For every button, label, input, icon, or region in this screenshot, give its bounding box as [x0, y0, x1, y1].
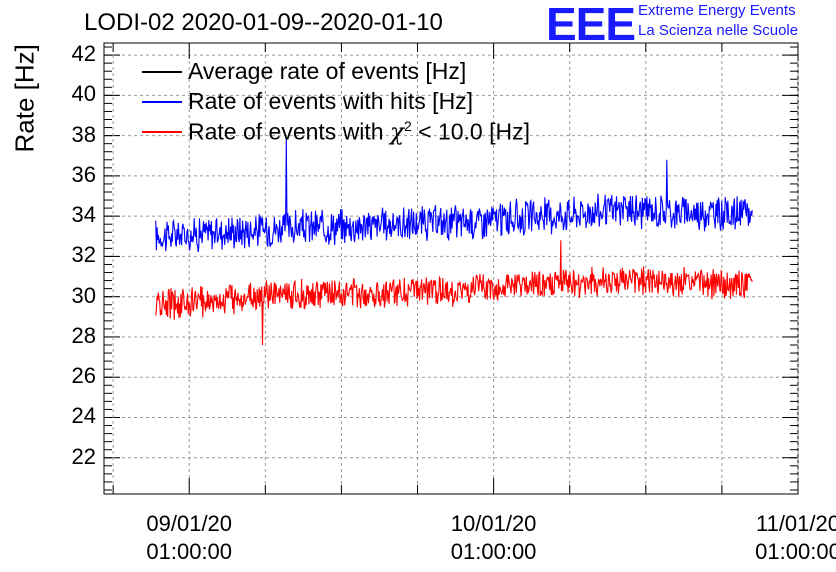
- chart-title: LODI-02 2020-01-09--2020-01-10: [84, 9, 443, 36]
- y-tick-label: 36: [71, 161, 96, 187]
- plot-frame: [103, 42, 799, 495]
- legend-entry: Rate of events with χ2 < 10.0 [Hz]: [188, 118, 530, 146]
- logo-line-1: Extreme Energy Events: [638, 2, 796, 19]
- legend-entry: Average rate of events [Hz]: [188, 58, 467, 84]
- y-tick-label: 30: [71, 282, 96, 308]
- y-tick-label: 24: [71, 403, 96, 429]
- series-line: [155, 240, 753, 346]
- logo-line-2: La Scienza nelle Scuole: [638, 22, 799, 39]
- y-axis-label: Rate [Hz]: [9, 44, 40, 153]
- legend-entry: Rate of events with hits [Hz]: [188, 88, 474, 114]
- y-tick-label: 38: [71, 121, 96, 147]
- x-tick-label: 11/01/20 01:00:00: [755, 511, 836, 564]
- y-tick-label: 34: [71, 202, 96, 228]
- series-line: [155, 137, 753, 253]
- y-tick-label: 28: [71, 322, 96, 348]
- y-tick-label: 26: [71, 363, 96, 389]
- y-tick-label: 22: [71, 443, 96, 469]
- y-tick-label: 40: [71, 81, 96, 107]
- x-tick-label: 10/01/20 01:00:00: [450, 511, 537, 564]
- eee-logo: EEE: [546, 0, 636, 50]
- x-tick-label: 09/01/20 01:00:00: [146, 511, 233, 564]
- y-tick-label: 42: [71, 41, 96, 67]
- y-tick-label: 32: [71, 242, 96, 268]
